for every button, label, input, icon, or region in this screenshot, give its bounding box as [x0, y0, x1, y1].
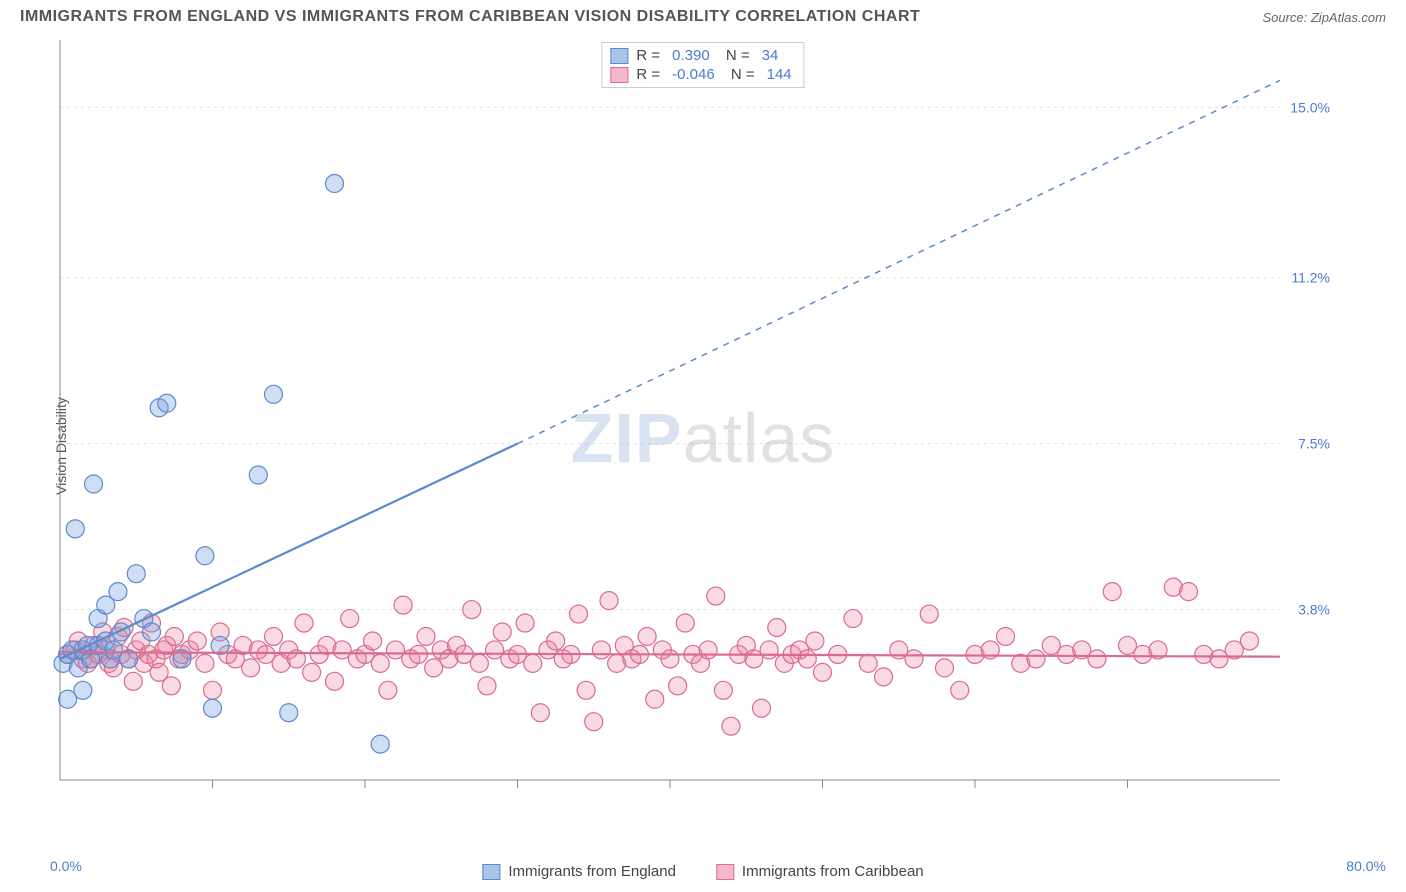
stats-row-caribbean: R = -0.046 N = 144	[610, 65, 795, 84]
svg-text:7.5%: 7.5%	[1298, 436, 1330, 452]
scatter-svg: 3.8% 7.5% 11.2% 15.0%	[50, 40, 1340, 820]
series-legend: Immigrants from England Immigrants from …	[482, 863, 923, 880]
svg-text:15.0%: 15.0%	[1290, 99, 1330, 115]
swatch-icon	[610, 67, 628, 83]
n-value: 144	[763, 66, 796, 83]
svg-text:11.2%: 11.2%	[1291, 270, 1330, 286]
x-min-label: 0.0%	[50, 858, 82, 874]
stats-row-england: R = 0.390 N = 34	[610, 46, 795, 65]
source-label: Source: ZipAtlas.com	[1262, 10, 1386, 25]
swatch-icon	[610, 48, 628, 64]
svg-text:3.8%: 3.8%	[1298, 602, 1330, 618]
legend-item-england: Immigrants from England	[482, 863, 676, 880]
legend-item-caribbean: Immigrants from Caribbean	[716, 863, 924, 880]
legend-label: Immigrants from Caribbean	[742, 863, 924, 880]
x-max-label: 80.0%	[1346, 858, 1386, 874]
legend-label: Immigrants from England	[508, 863, 676, 880]
stats-legend: R = 0.390 N = 34 R = -0.046 N = 144	[601, 42, 804, 88]
chart-title: IMMIGRANTS FROM ENGLAND VS IMMIGRANTS FR…	[20, 8, 920, 26]
r-value: 0.390	[668, 47, 714, 64]
n-value: 34	[758, 47, 783, 64]
swatch-icon	[716, 864, 734, 880]
r-value: -0.046	[668, 66, 719, 83]
swatch-icon	[482, 864, 500, 880]
plot-area: 3.8% 7.5% 11.2% 15.0%	[50, 40, 1340, 820]
chart-header: IMMIGRANTS FROM ENGLAND VS IMMIGRANTS FR…	[0, 0, 1406, 30]
